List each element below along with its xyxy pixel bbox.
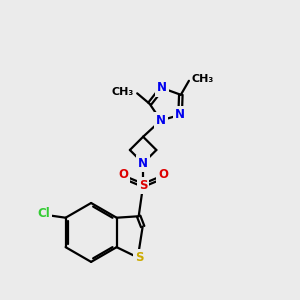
Text: N: N <box>157 81 167 94</box>
Text: CH₃: CH₃ <box>192 74 214 84</box>
Text: CH₃: CH₃ <box>112 87 134 97</box>
Text: O: O <box>158 168 168 181</box>
Text: S: S <box>139 179 147 192</box>
Text: S: S <box>135 251 143 264</box>
Text: N: N <box>138 157 148 170</box>
Text: N: N <box>156 114 166 127</box>
Text: O: O <box>118 168 128 181</box>
Text: N: N <box>175 108 185 122</box>
Text: Cl: Cl <box>37 207 50 220</box>
